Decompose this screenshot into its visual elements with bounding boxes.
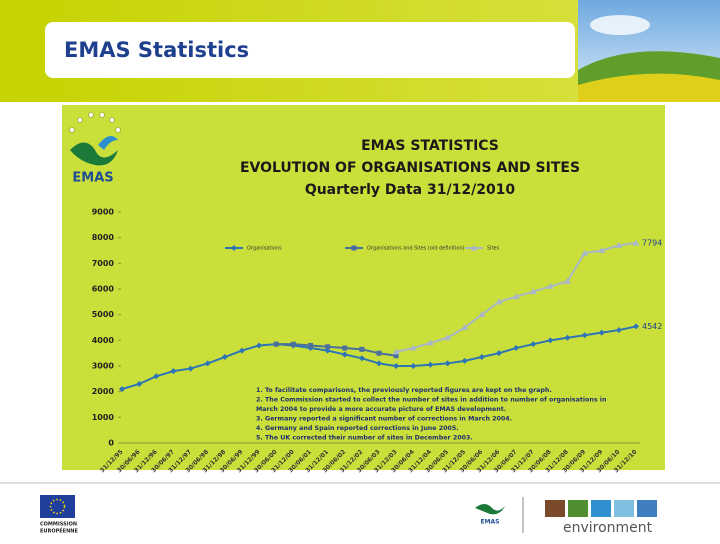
marker: [495, 298, 503, 305]
marker: [513, 345, 520, 352]
environment-icons: [545, 500, 657, 517]
marker: [564, 334, 571, 341]
marker: [351, 245, 357, 251]
marker: [478, 354, 485, 361]
y-tick-label: 2000: [92, 387, 115, 396]
marker: [231, 245, 237, 251]
header-photo: [578, 0, 720, 102]
marker: [615, 241, 623, 248]
y-tick-label: 3000: [92, 362, 115, 371]
logo-text: EMAS: [72, 171, 113, 186]
marker: [273, 341, 279, 347]
marker: [615, 327, 622, 334]
marker: [530, 341, 537, 348]
marker: [529, 288, 537, 295]
marker: [325, 344, 331, 350]
marker: [427, 361, 434, 368]
marker: [633, 323, 639, 330]
footer-emas-logo: EMAS: [475, 504, 505, 526]
y-tick-label: 9000: [92, 208, 115, 217]
marker: [495, 350, 502, 357]
marker: [221, 354, 228, 361]
y-tick-label: 8000: [92, 233, 115, 242]
marker: [393, 353, 399, 359]
marker: [187, 365, 194, 372]
series-line: [276, 343, 397, 357]
marker: [409, 344, 417, 351]
marker: [238, 347, 245, 354]
marker: [598, 247, 606, 253]
marker: [512, 293, 520, 300]
y-tick-label: 5000: [92, 310, 115, 319]
data-label: 7794: [642, 238, 662, 247]
chart-subtitle: Quarterly Data 31/12/2010: [305, 182, 516, 198]
note: 1. To facilitate comparisons, the previo…: [256, 387, 552, 394]
y-tick-label: 4000: [92, 336, 115, 345]
marker: [136, 380, 143, 387]
marker: [461, 357, 468, 364]
note: 3. Germany reported a significant number…: [256, 416, 512, 423]
note: 4. Germany and Spain reported correction…: [256, 425, 459, 432]
chart-title: EVOLUTION OF ORGANISATIONS AND SITES: [240, 160, 580, 176]
marker: [358, 355, 365, 362]
marker: [376, 350, 382, 356]
eu-logo: [40, 495, 75, 518]
marker: [359, 346, 365, 352]
marker: [256, 342, 263, 349]
chart-title: EMAS STATISTICS: [361, 138, 499, 154]
marker: [598, 329, 605, 336]
marker: [153, 373, 160, 380]
marker: [392, 348, 400, 355]
y-tick-label: 1000: [92, 413, 115, 422]
marker: [410, 363, 417, 369]
note: March 2004 to provide a more accurate pi…: [256, 406, 506, 413]
marker: [632, 239, 640, 246]
marker: [581, 332, 588, 339]
chart-panel: [62, 105, 665, 470]
marker: [444, 334, 452, 341]
marker: [546, 282, 554, 289]
marker: [461, 324, 469, 330]
title-box: [45, 22, 575, 78]
marker: [170, 368, 177, 375]
note: 5. The UK corrected their number of site…: [256, 435, 473, 442]
data-label: 4542: [642, 322, 662, 331]
environment-label: environment: [563, 520, 653, 536]
slide-title: EMAS Statistics: [64, 38, 249, 62]
marker: [444, 360, 451, 367]
marker: [547, 337, 554, 344]
legend-label: Sites: [487, 246, 500, 252]
footer-emas: EMAS: [480, 519, 499, 526]
marker: [426, 339, 434, 346]
emas-logo: EMAS: [69, 112, 121, 186]
note: 2. The Commission started to collect the…: [256, 397, 606, 404]
marker: [204, 360, 211, 367]
marker: [393, 363, 400, 369]
legend-label: Organisations and Sites (old definition): [367, 246, 465, 252]
y-tick-label: 0: [108, 439, 114, 448]
marker: [290, 341, 296, 347]
marker: [119, 386, 125, 393]
marker: [581, 249, 589, 256]
marker: [341, 351, 348, 358]
y-tick-label: 7000: [92, 259, 115, 268]
marker: [470, 244, 478, 251]
marker: [376, 360, 382, 367]
commission-label: EUROPÉENNE: [40, 527, 78, 535]
marker: [342, 345, 348, 351]
y-tick-label: 6000: [92, 285, 115, 294]
legend-label: Organisations: [247, 246, 282, 252]
marker: [478, 311, 486, 318]
marker: [307, 342, 313, 348]
marker: [563, 277, 571, 284]
commission-label: COMMISSION: [40, 522, 77, 528]
